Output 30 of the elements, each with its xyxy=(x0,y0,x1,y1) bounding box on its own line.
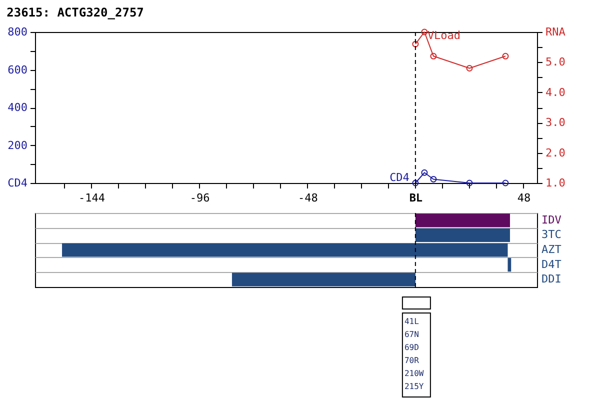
y2-tick-label: 1.0 xyxy=(546,176,566,190)
y2-tick-label: RNA xyxy=(546,26,566,38)
y-tick-label: 800 xyxy=(8,26,28,38)
x-tick-label: -144 xyxy=(78,192,106,204)
chart-title: 23615: ACTG320_2757 xyxy=(6,6,144,20)
y2-tick-label: 5.0 xyxy=(546,56,566,69)
y-tick-label: 400 xyxy=(8,101,28,114)
y-tick-label: D4T xyxy=(542,258,562,271)
y2-tick-label: 4.0 xyxy=(546,86,566,99)
y2-tick-label: 3.0 xyxy=(546,116,566,130)
x-tick-label: -96 xyxy=(190,192,210,204)
text: 70R xyxy=(404,356,420,365)
x-tick-label: 48 xyxy=(517,192,531,204)
series-label: CD4 xyxy=(390,171,410,184)
x-tick-label: BL xyxy=(409,192,423,204)
text: 210W xyxy=(404,369,424,378)
text: 69D xyxy=(404,343,420,352)
y-tick-label: CD4 xyxy=(8,176,28,190)
text: 41L xyxy=(404,317,420,326)
y-tick-label: 200 xyxy=(8,138,28,152)
y-tick-label: 3TC xyxy=(542,228,562,242)
y-tick-label: AZT xyxy=(542,243,562,256)
y-tick-label: IDV xyxy=(542,213,562,226)
x-tick-label: -48 xyxy=(298,192,318,204)
y-tick-label: 600 xyxy=(8,63,28,76)
y2-tick-label: 2.0 xyxy=(546,146,566,160)
text: 215Y xyxy=(404,382,424,391)
series-label: VLoad xyxy=(427,29,461,42)
text: 67N xyxy=(404,330,420,339)
y-tick-label: DDI xyxy=(542,272,562,286)
